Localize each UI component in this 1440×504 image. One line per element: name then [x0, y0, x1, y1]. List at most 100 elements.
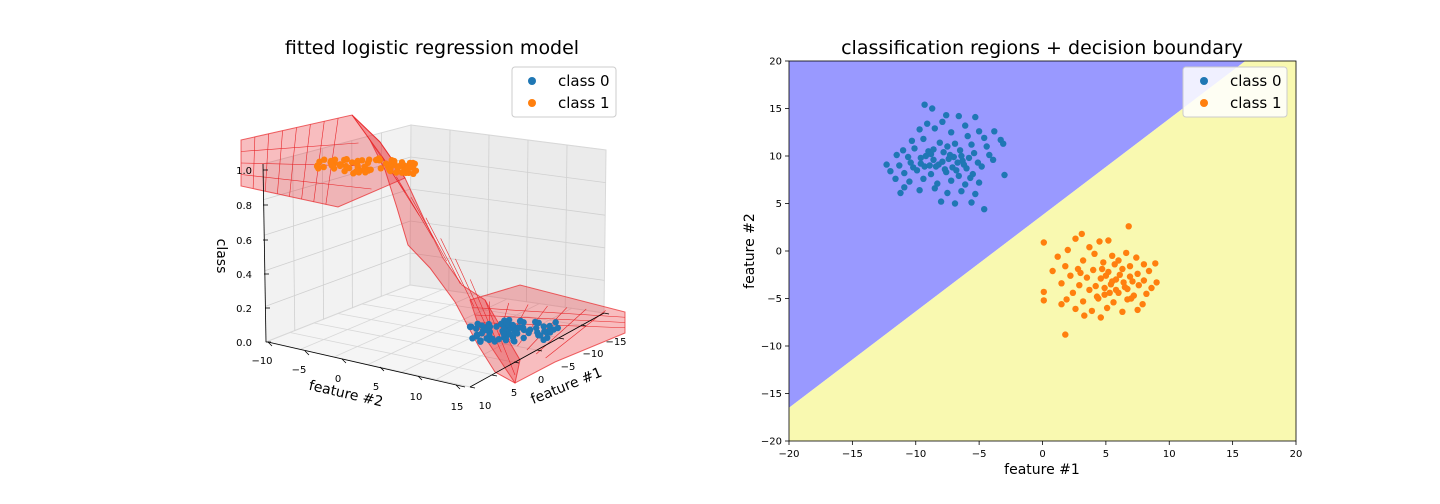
point-class-1 — [313, 163, 321, 170]
chart-title: fitted logistic regression model — [285, 37, 579, 59]
legend-marker-class-0 — [528, 77, 536, 85]
legend: class 0 class 1 — [1182, 66, 1288, 118]
point-class-0 — [516, 324, 523, 331]
y-tick — [304, 350, 310, 356]
point-class-0 — [922, 152, 930, 160]
point-class-1 — [409, 164, 417, 171]
point-class-1 — [391, 157, 398, 165]
point-class-1 — [320, 163, 327, 171]
point-class-1 — [398, 169, 406, 176]
surface-mesh-line — [277, 130, 283, 194]
z-tick-label: 0.4 — [236, 270, 252, 281]
point-class-1 — [355, 169, 363, 176]
z-tick-label: 0.6 — [236, 236, 252, 247]
point-class-1 — [1103, 304, 1111, 312]
point-class-1 — [1140, 277, 1148, 284]
point-class-1 — [404, 165, 412, 172]
point-class-1 — [1088, 307, 1096, 315]
point-class-1 — [410, 170, 417, 177]
point-class-0 — [500, 330, 507, 337]
point-class-0 — [946, 151, 954, 159]
x-tick — [580, 324, 587, 327]
z-axis-line — [262, 163, 267, 343]
point-class-0 — [887, 168, 894, 175]
point-class-1 — [341, 167, 348, 175]
x-tick-label: 10 — [479, 401, 492, 412]
point-class-1 — [1049, 267, 1056, 275]
region-class-1 — [789, 61, 1296, 441]
legend-marker-class-1 — [1200, 99, 1208, 107]
pane-grid-line — [292, 156, 296, 331]
point-class-0 — [908, 137, 916, 144]
point-class-1 — [1109, 252, 1116, 259]
point-class-0 — [516, 317, 524, 325]
pane-grid-line — [526, 139, 529, 302]
point-class-1 — [345, 164, 353, 172]
x-tick-label: −5 — [561, 362, 576, 373]
surface-mesh-line — [545, 310, 606, 359]
x-tick-label: 10 — [1163, 449, 1176, 460]
point-class-1 — [1134, 306, 1141, 314]
point-class-0 — [495, 336, 502, 343]
point-class-0 — [939, 118, 946, 126]
point-class-0 — [965, 154, 973, 162]
x-tick-label: 5 — [511, 388, 517, 399]
point-class-1 — [1129, 278, 1136, 285]
z-axis-label: class — [213, 239, 229, 274]
point-class-0 — [924, 120, 931, 127]
point-class-1 — [398, 159, 406, 166]
point-class-0 — [927, 170, 935, 178]
x-tick — [469, 386, 476, 389]
point-class-1 — [1062, 331, 1069, 338]
point-class-0 — [983, 143, 990, 150]
surface-mesh-line — [289, 127, 297, 197]
point-class-1 — [1072, 305, 1079, 313]
point-class-1 — [1101, 291, 1108, 298]
y-tick — [341, 358, 347, 364]
point-class-1 — [1079, 298, 1087, 305]
point-class-1 — [1086, 244, 1093, 251]
point-class-1 — [1063, 296, 1070, 303]
point-class-1 — [1152, 260, 1159, 267]
point-class-0 — [962, 122, 969, 129]
point-class-1 — [409, 159, 417, 167]
x-tick-label: 20 — [1290, 449, 1303, 460]
point-class-1 — [1148, 284, 1155, 292]
point-class-0 — [958, 188, 965, 195]
pane-grid-line — [410, 188, 606, 216]
point-class-1 — [1128, 295, 1135, 302]
y-tick-label: 15 — [769, 104, 782, 115]
point-class-0 — [893, 151, 900, 159]
point-class-0 — [917, 154, 924, 162]
point-class-0 — [931, 185, 938, 192]
point-class-0 — [927, 150, 935, 158]
y-tick — [379, 366, 385, 372]
point-class-1 — [1086, 286, 1093, 294]
point-class-0 — [936, 139, 943, 146]
pane-grid-line — [410, 220, 605, 249]
point-class-1 — [382, 160, 390, 167]
point-class-0 — [498, 320, 505, 327]
point-class-0 — [989, 156, 997, 163]
point-class-1 — [1097, 314, 1105, 321]
back-pane-right — [409, 124, 607, 314]
y-tick-label: 15 — [451, 402, 464, 413]
point-class-0 — [552, 319, 559, 326]
y-tick-label: 10 — [410, 392, 423, 403]
point-class-0 — [962, 181, 969, 188]
point-class-1 — [1064, 246, 1072, 254]
surface-mesh-line — [264, 133, 270, 192]
point-class-0 — [951, 200, 959, 207]
point-class-0 — [964, 132, 971, 140]
point-class-1 — [1040, 288, 1048, 296]
surface-mesh-line — [396, 176, 434, 239]
point-class-0 — [975, 128, 983, 135]
x-tick-label: −10 — [905, 449, 926, 460]
pane-grid-line — [448, 129, 451, 291]
surface-mesh-line — [240, 142, 359, 152]
point-class-1 — [1081, 312, 1088, 319]
point-class-1 — [366, 156, 373, 163]
pane-grid-line — [487, 134, 490, 297]
point-class-0 — [910, 164, 917, 171]
